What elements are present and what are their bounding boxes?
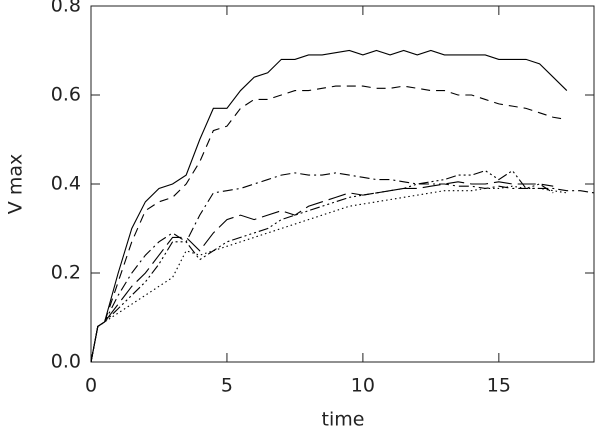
y-tick-label: 0.8 xyxy=(51,0,81,17)
line-series xyxy=(90,185,567,363)
x-tick-label: 0 xyxy=(85,375,97,397)
line-series xyxy=(90,169,554,363)
x-tick-label: 15 xyxy=(487,375,511,397)
line-series xyxy=(90,85,567,363)
line-series xyxy=(90,172,595,363)
x-tick-label: 10 xyxy=(351,375,375,397)
line-series xyxy=(90,181,554,363)
line-series xyxy=(90,49,568,363)
x-tick-label: 5 xyxy=(221,375,233,397)
y-tick-label: 0.4 xyxy=(51,173,81,195)
y-tick-label: 0.0 xyxy=(51,351,81,373)
y-tick-label: 0.6 xyxy=(51,84,81,106)
x-axis-label: time xyxy=(322,409,365,431)
y-axis-label: V max xyxy=(5,154,27,214)
y-tick-label: 0.2 xyxy=(51,262,81,284)
